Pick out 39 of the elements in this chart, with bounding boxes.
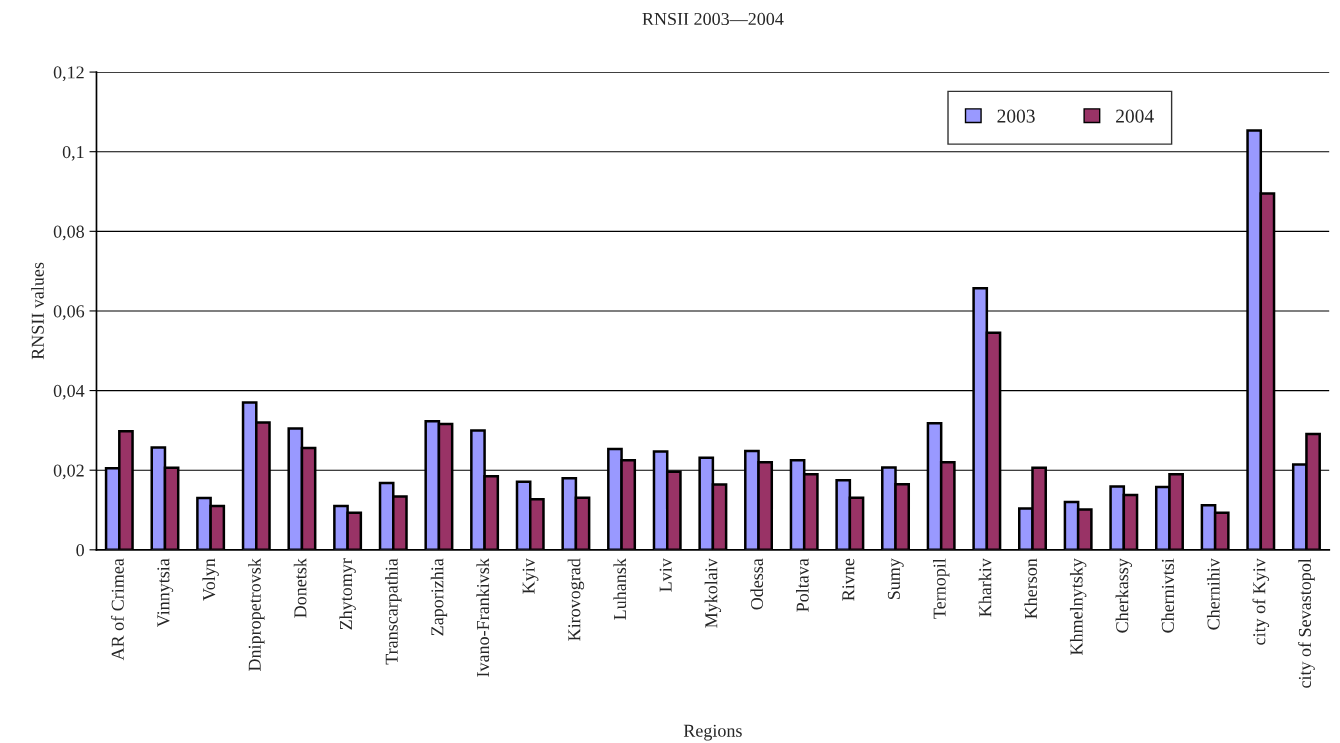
y-tick-label: 0,08: [53, 225, 84, 241]
x-tick-label: Chernivtsi: [1161, 558, 1174, 633]
legend-label: 2003: [997, 109, 1035, 123]
x-tick-label: city of Sevastopol: [1298, 558, 1315, 688]
x-tick-label: Zaporizhia: [430, 558, 448, 636]
x-axis-title: Regions: [683, 724, 742, 741]
x-tick-label: Lviv: [659, 558, 672, 592]
x-tick-label: Poltava: [796, 558, 809, 612]
y-tick-label: 0,02: [53, 464, 84, 480]
x-tick-label: Donetsk: [293, 558, 307, 618]
y-tick-label: 0,06: [53, 305, 85, 320]
x-tick-label: Kyiv: [522, 558, 539, 594]
x-tick-label: Transcarpathia: [385, 558, 402, 665]
y-tick-label: 0,1: [62, 145, 84, 161]
y-tick-label: 0: [76, 544, 84, 557]
legend-label: 2004: [1116, 109, 1154, 123]
x-tick-label: Odessa: [750, 558, 764, 610]
x-tick-label: Dnipropetrovsk: [248, 558, 265, 671]
y-tick-label: 0,12: [53, 66, 84, 82]
x-tick-label: Kharkiv: [978, 558, 992, 617]
x-tick-label: Ivano-Frankivsk: [476, 558, 490, 677]
x-tick-label: Cherkassy: [1115, 558, 1133, 633]
x-tick-label: AR of Crimea: [110, 558, 124, 661]
y-axis-title: RNSII values: [31, 262, 44, 360]
x-tick-label: Volyn: [202, 558, 219, 601]
x-tick-label: Kirovograd: [567, 558, 585, 641]
chart-title: RNSII 2003—2004: [642, 12, 784, 26]
x-tick-label: Mykolaiv: [704, 558, 722, 628]
x-tick-label: Vinnytsia: [157, 558, 174, 628]
x-tick-label: Luhansk: [613, 558, 627, 620]
x-tick-label: Chernihiv: [1206, 558, 1220, 630]
x-tick-label: Zhytomyr: [339, 558, 356, 630]
x-tick-label: Ternopil: [932, 558, 950, 619]
x-tick-label: Sumy: [887, 558, 904, 600]
x-tick-label: Kherson: [1024, 558, 1038, 619]
x-tick-label: Khmelnytsky: [1069, 558, 1087, 655]
y-tick-label: 0,04: [53, 384, 85, 400]
x-tick-label: city of Kyiv: [1252, 558, 1270, 645]
x-tick-label: Rivne: [842, 558, 855, 601]
